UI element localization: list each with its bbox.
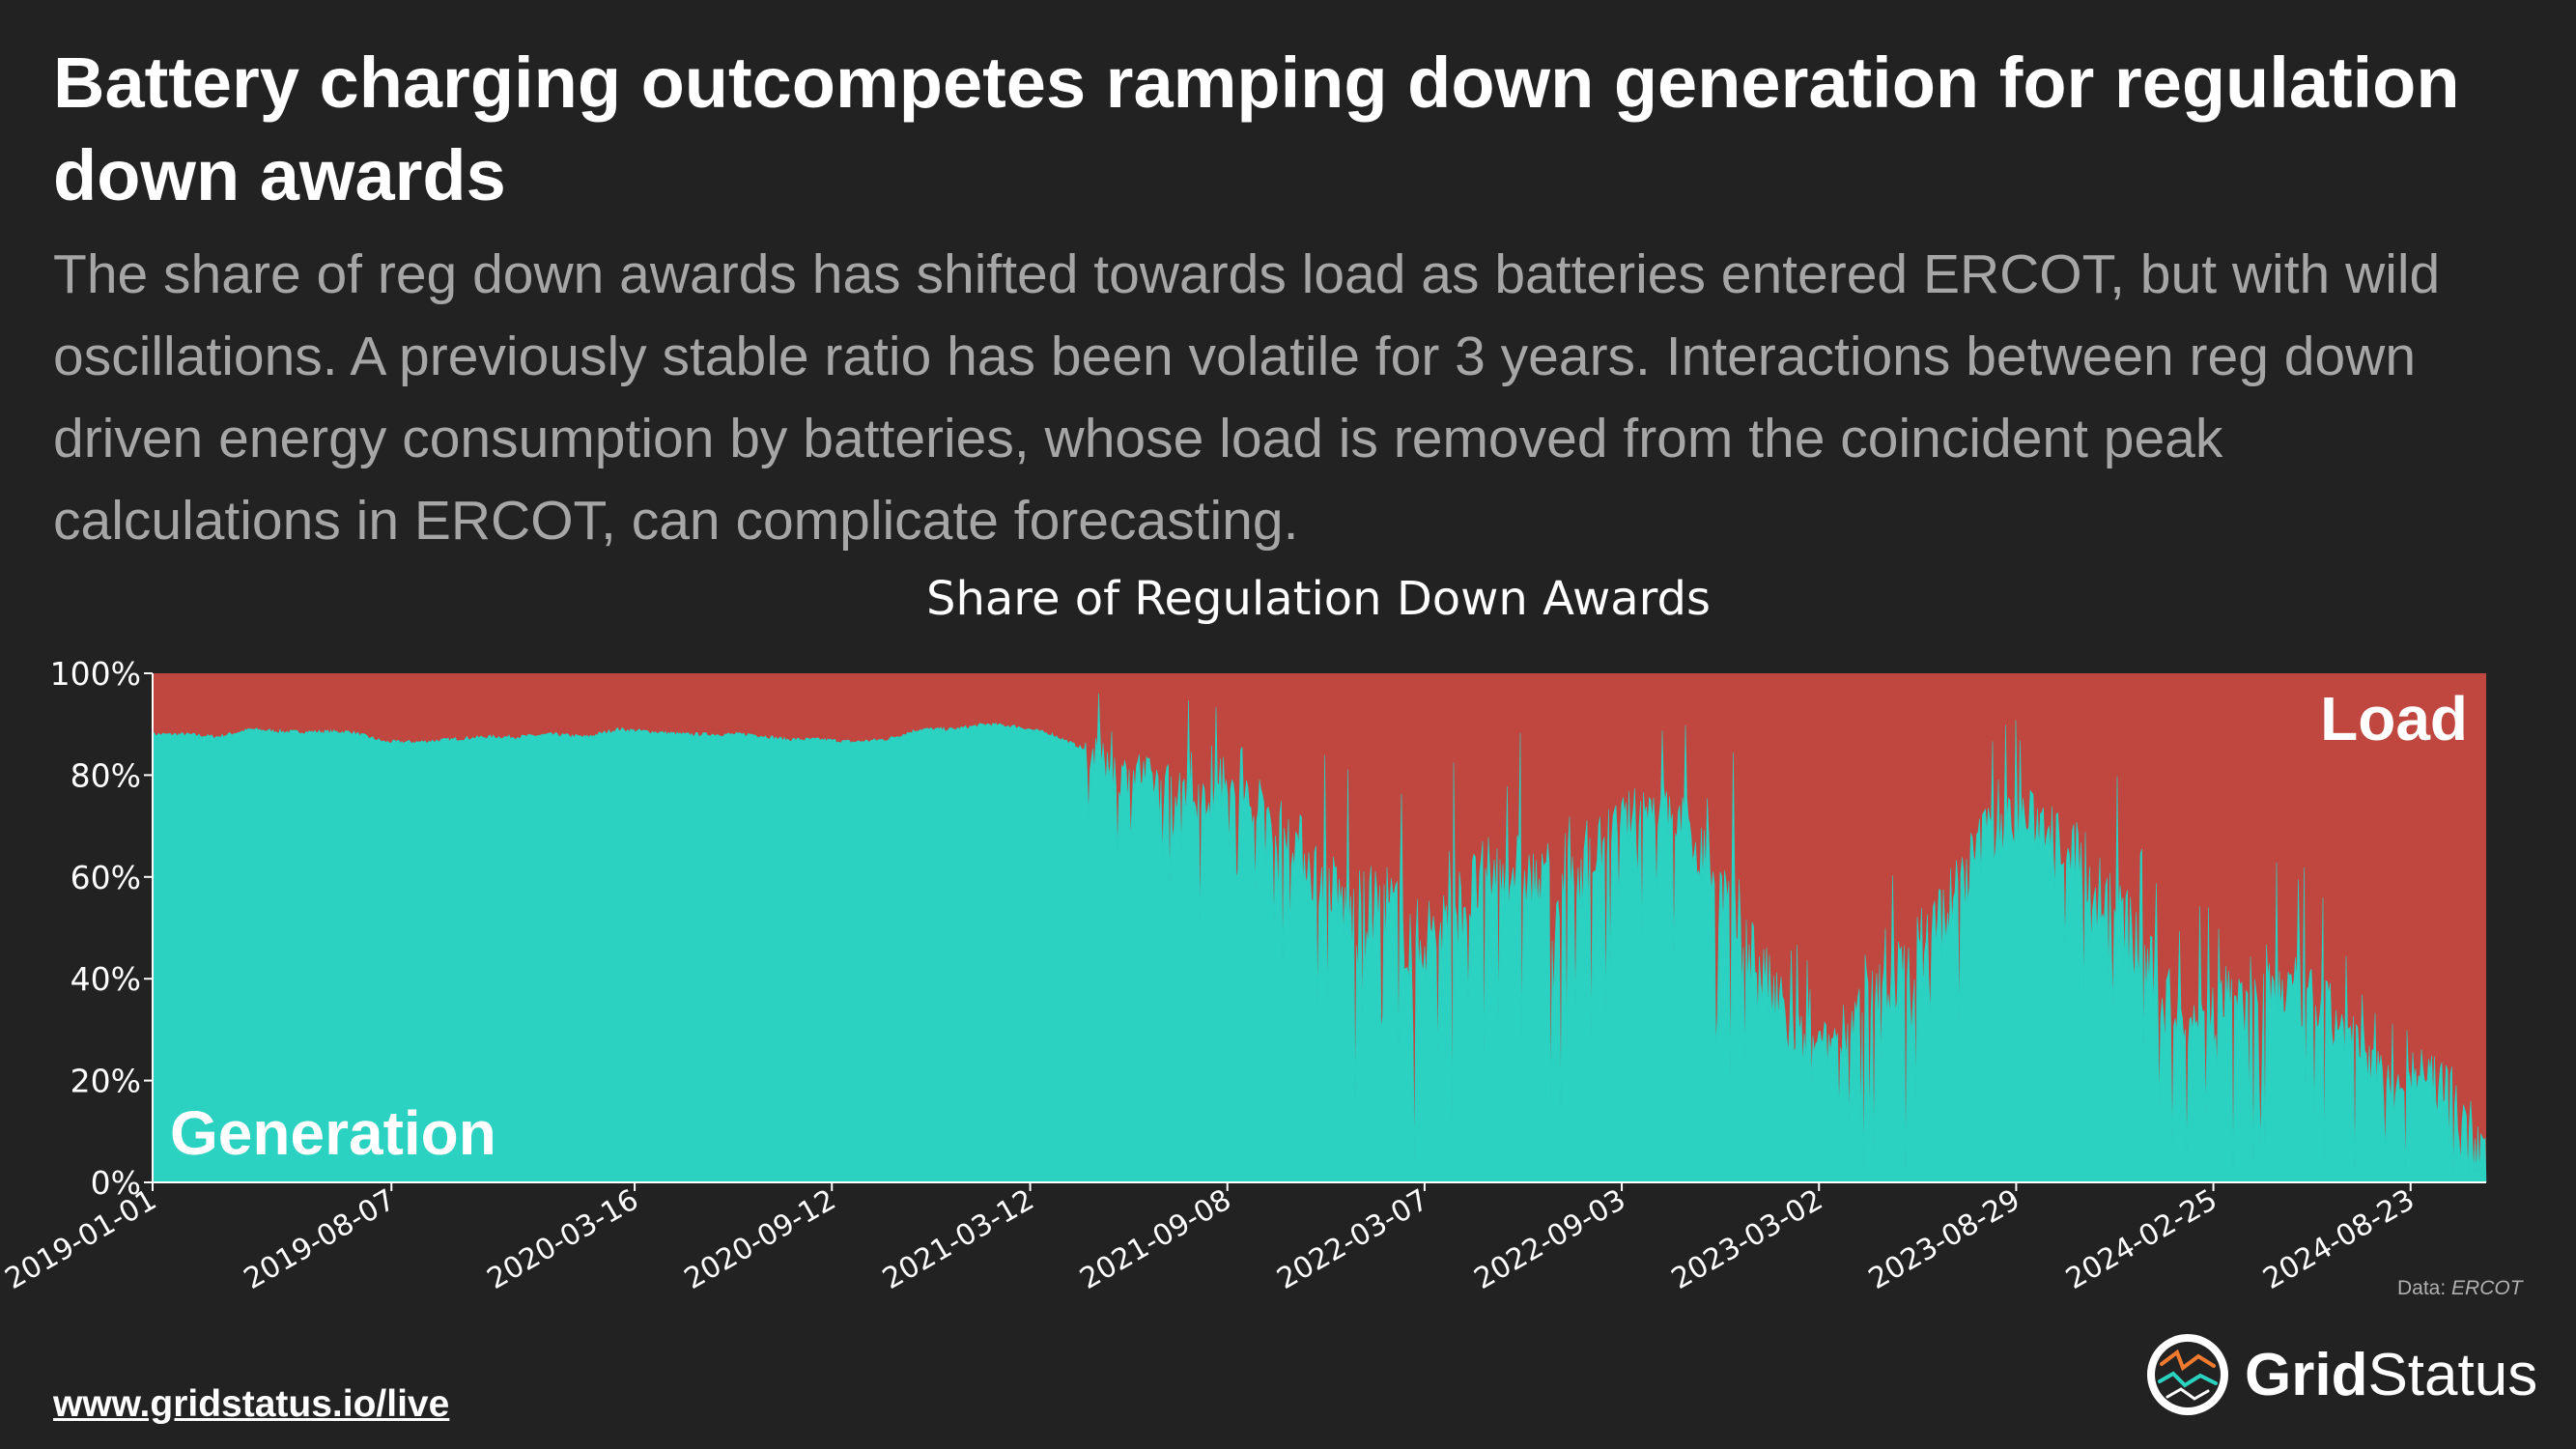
chart-headline: Battery charging outcompetes ramping dow…: [53, 43, 2460, 215]
x-tick-label: 2023-03-02: [1666, 1183, 1828, 1296]
series-label-load: Load: [2320, 684, 2468, 753]
brand-name-regular: Status: [2367, 1341, 2538, 1408]
data-source-credit: Data: ERCOT: [2397, 1277, 2523, 1300]
x-tick-label: 2021-03-12: [877, 1183, 1039, 1296]
x-tick-label: 2019-08-07: [239, 1183, 401, 1296]
x-tick-label: 2024-02-25: [2060, 1183, 2222, 1296]
source-link[interactable]: www.gridstatus.io/live: [53, 1383, 450, 1425]
data-label: Data:: [2397, 1277, 2452, 1299]
y-tick-label: 60%: [71, 859, 141, 896]
data-source-name: ERCOT: [2451, 1277, 2523, 1299]
chart-title: Share of Regulation Down Awards: [926, 572, 1711, 626]
area-generation: [152, 693, 2487, 1183]
chart-subheadline: The share of reg down awards has shifted…: [53, 243, 2441, 552]
series-label-generation: Generation: [170, 1098, 496, 1168]
brand-name: GridStatus: [2245, 1341, 2537, 1409]
grid-status-logo-icon: [2147, 1334, 2228, 1415]
plot-area: [152, 673, 2487, 1183]
brand-logo: GridStatus: [2144, 1328, 2537, 1421]
x-tick-label: 2023-08-29: [1863, 1183, 2025, 1296]
y-tick-label: 80%: [71, 756, 141, 794]
y-tick-label: 20%: [71, 1063, 141, 1100]
x-tick-label: 2022-09-03: [1469, 1183, 1631, 1296]
x-tick-label: 2019-01-01: [0, 1183, 162, 1296]
y-tick-label: 40%: [71, 960, 141, 998]
x-tick-label: 2020-09-12: [679, 1183, 841, 1296]
x-tick-label: 2024-08-23: [2257, 1183, 2420, 1296]
y-tick-label: 100%: [50, 655, 141, 693]
y-tick-label: 0%: [91, 1164, 141, 1202]
brand-name-bold: Grid: [2245, 1341, 2368, 1408]
x-tick-label: 2020-03-16: [482, 1183, 644, 1296]
x-tick-label: 2022-03-07: [1271, 1183, 1433, 1296]
x-tick-label: 2021-09-08: [1074, 1183, 1236, 1296]
